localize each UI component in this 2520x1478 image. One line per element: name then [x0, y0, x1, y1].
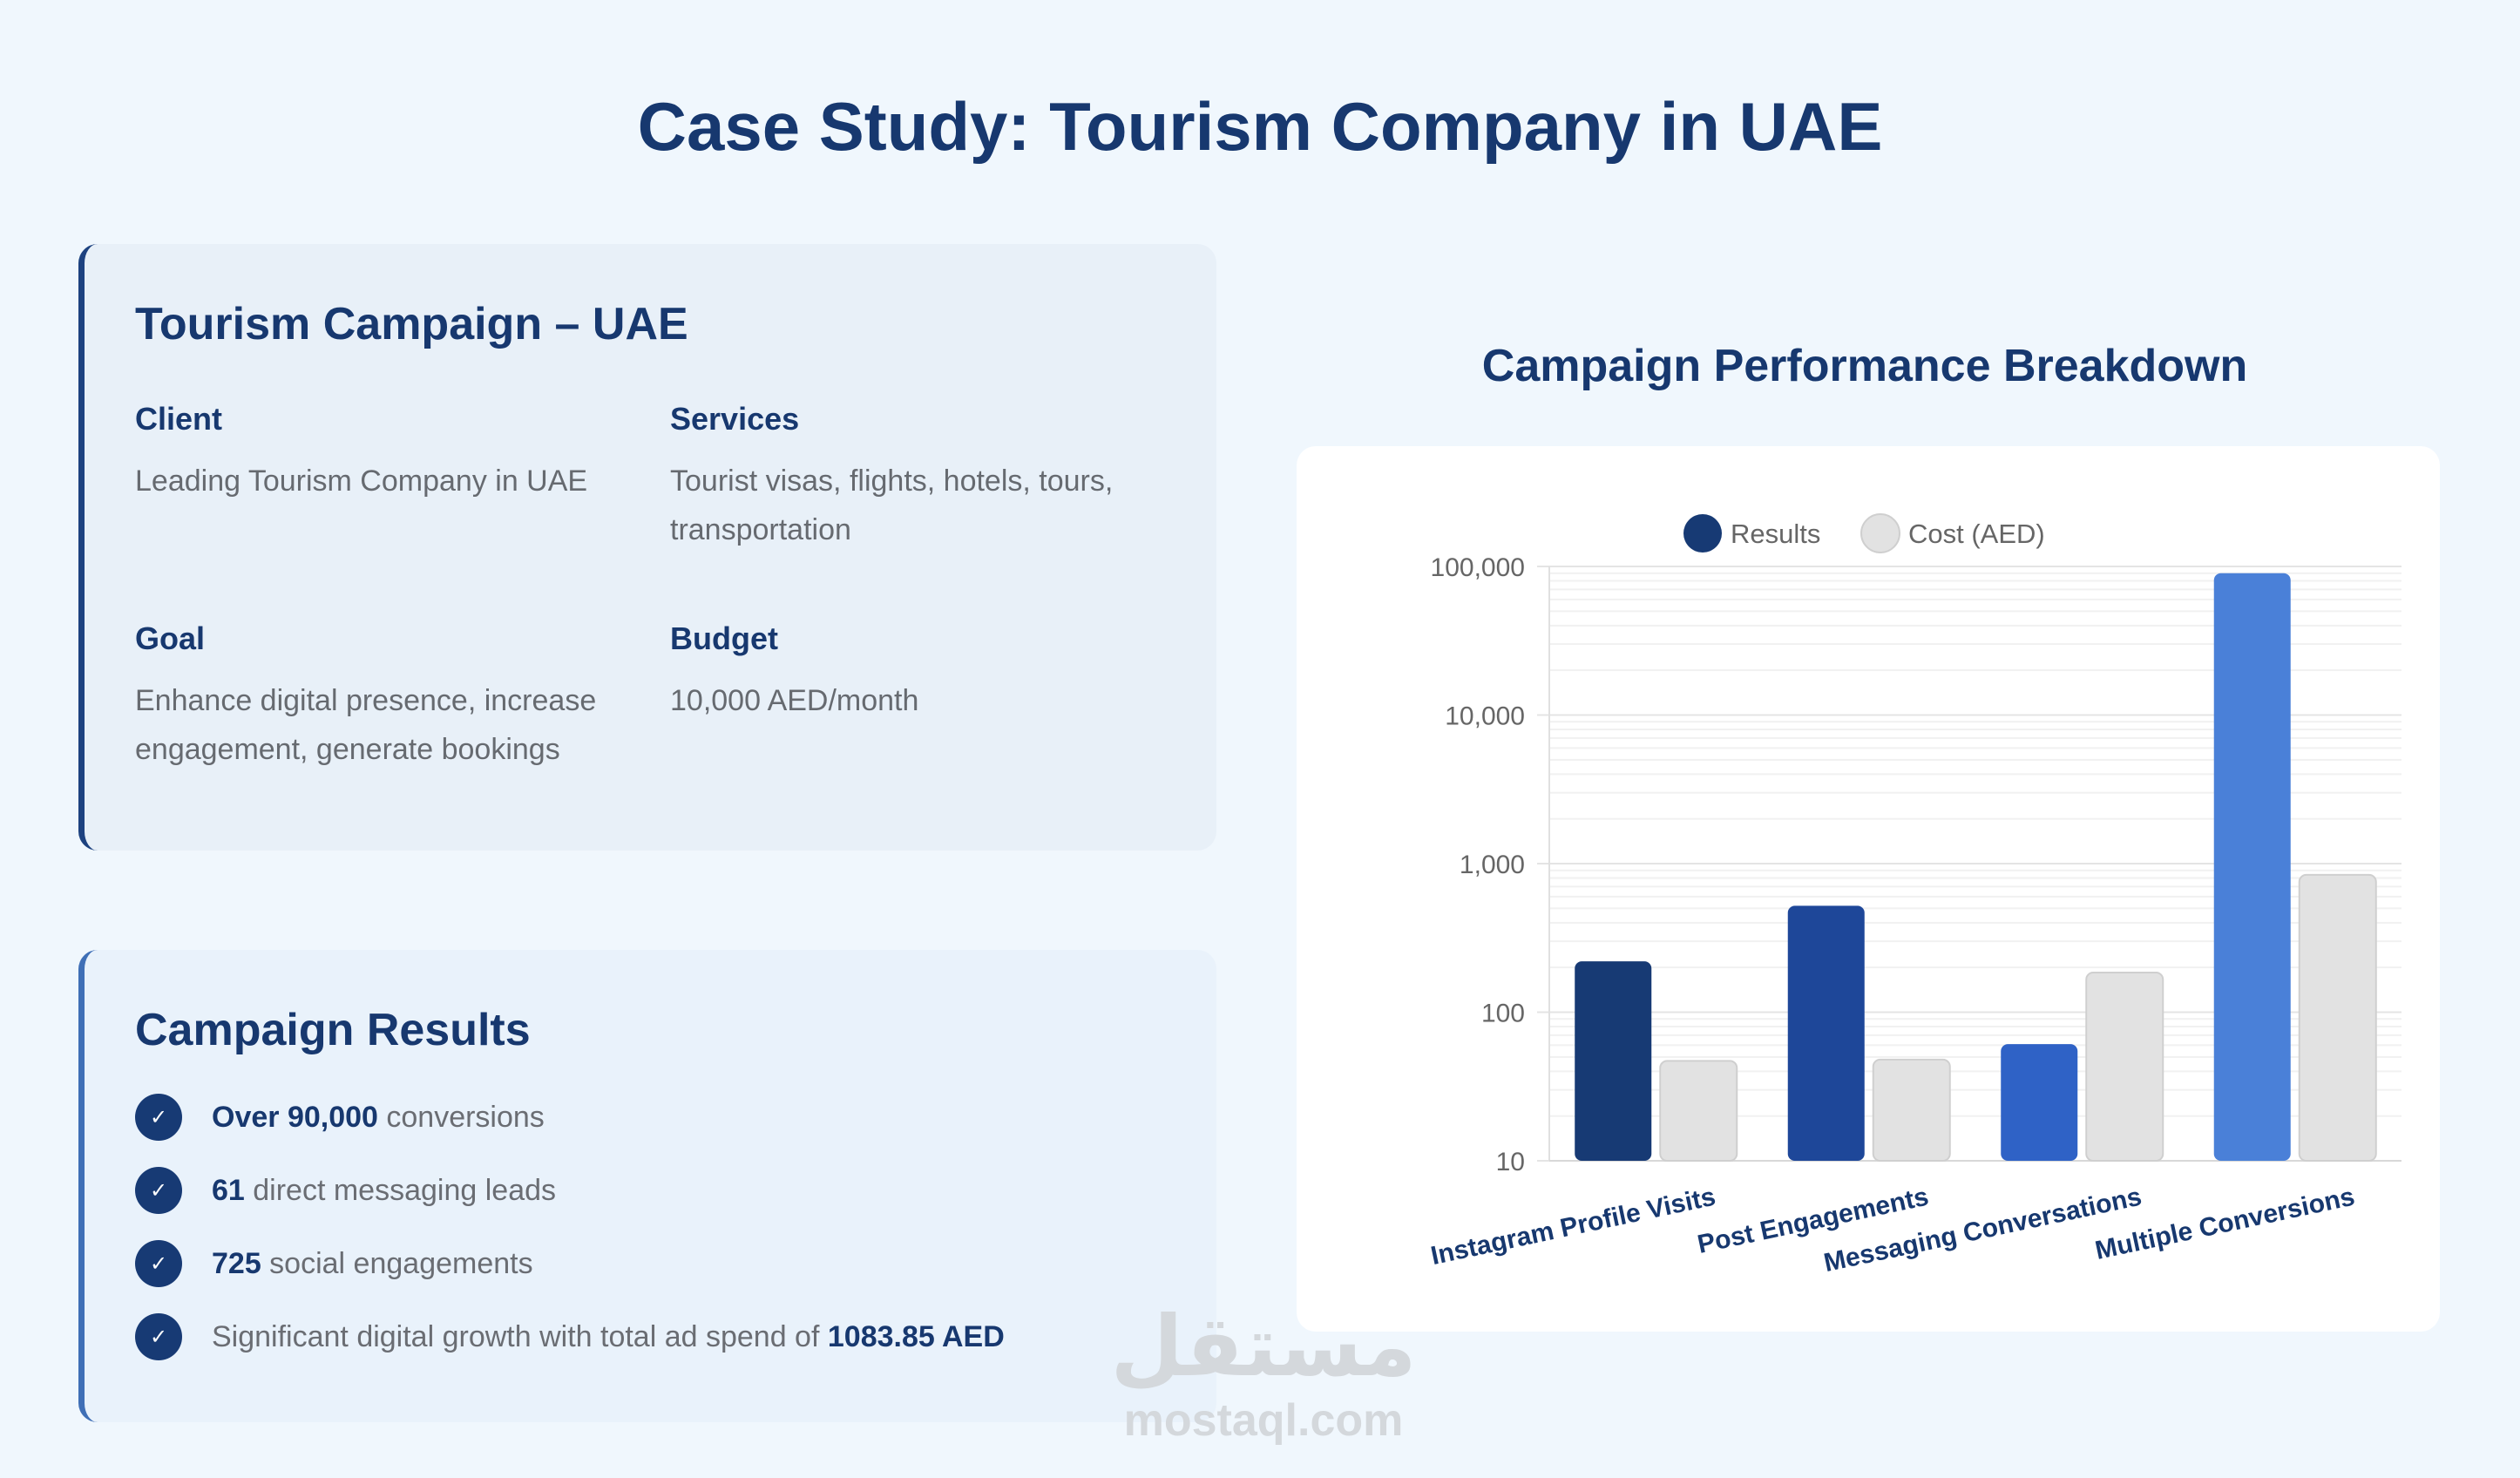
result-rest: direct messaging leads [244, 1173, 557, 1207]
result-text: Over 90,000 conversions [212, 1101, 545, 1135]
goal-value: Enhance digital presence, increase engag… [135, 684, 597, 766]
results-card-title: Campaign Results [135, 1005, 531, 1055]
performance-bar-chart: 10 100 1,000 10,000 100,000 Instagram Profile… [1428, 513, 2401, 1278]
legend-swatch [1860, 513, 1900, 553]
project-card-title: Tourism Campaign – UAE [135, 299, 688, 349]
campaign-results-card: Campaign Results ✓ Over 90,000 conversio… [78, 950, 1216, 1422]
y-tick-label: 100,000 [1431, 553, 1525, 582]
result-highlight: 1083.85 AED [827, 1319, 1005, 1353]
check-icon: ✓ [135, 1240, 182, 1287]
budget-info: Budget 10,000 AED/month [670, 620, 1175, 725]
y-tick-label: 100 [1481, 1000, 1525, 1028]
cost-bar [2085, 971, 2164, 1162]
result-rest: social engagements [261, 1246, 533, 1280]
result-prefix: Significant digital growth with total ad… [212, 1319, 828, 1353]
services-label: Services [670, 401, 800, 437]
x-category-label: Instagram Profile Visits [1428, 1183, 1717, 1271]
result-highlight: 61 [212, 1173, 245, 1207]
cost-bar [1659, 1060, 1738, 1162]
results-bar [1787, 905, 1865, 1161]
result-text: 725 social engagements [212, 1247, 533, 1281]
results-list: ✓ Over 90,000 conversions ✓ 61 direct me… [135, 1081, 1005, 1373]
client-label: Client [135, 401, 223, 437]
y-tick-label: 1,000 [1460, 851, 1525, 879]
legend-label: Results [1731, 519, 1820, 549]
goal-info: Goal Enhance digital presence, increase … [135, 620, 640, 774]
client-value: Leading Tourism Company in UAE [135, 464, 588, 498]
watermark-arabic: مستقل [1110, 1298, 1417, 1395]
client-info: Client Leading Tourism Company in UAE [135, 401, 640, 505]
y-tick-label: 10 [1496, 1148, 1525, 1176]
result-item: ✓ Significant digital growth with total … [135, 1300, 1005, 1373]
budget-label: Budget [670, 620, 778, 656]
results-bar [2213, 573, 2291, 1161]
result-highlight: Over 90,000 [212, 1100, 378, 1134]
page-title: Case Study: Tourism Company in UAE [637, 88, 1883, 165]
result-rest: conversions [377, 1100, 545, 1134]
y-tick-label: 10,000 [1445, 702, 1525, 731]
cost-bar [2298, 873, 2377, 1162]
project-overview-card: Tourism Campaign – UAE Client Leading To… [78, 244, 1216, 851]
goal-label: Goal [135, 620, 206, 656]
watermark-latin: mostaql.com [1123, 1395, 1404, 1446]
results-bar [2001, 1044, 2078, 1161]
result-highlight: 725 [212, 1246, 261, 1280]
result-text: Significant digital growth with total ad… [212, 1320, 1005, 1354]
result-item: ✓ Over 90,000 conversions [135, 1081, 1005, 1154]
legend-label: Cost (AED) [1908, 519, 2045, 549]
cost-bar [1872, 1058, 1951, 1163]
watermark-logo: مستقل mostaql.com [1107, 1298, 1420, 1447]
check-icon: ✓ [135, 1167, 182, 1214]
check-icon: ✓ [135, 1094, 182, 1141]
services-value: Tourist visas, flights, hotels, tours, t… [670, 464, 1114, 546]
legend-swatch [1683, 514, 1722, 553]
budget-value: 10,000 AED/month [670, 684, 919, 717]
chart-title: Campaign Performance Breakdown [1481, 341, 2248, 391]
result-item: ✓ 61 direct messaging leads [135, 1154, 1005, 1227]
check-icon: ✓ [135, 1313, 182, 1360]
chart-panel: 10 100 1,000 10,000 100,000 Instagram Profile… [1297, 446, 2440, 1332]
result-item: ✓ 725 social engagements [135, 1227, 1005, 1300]
services-info: Services Tourist visas, flights, hotels,… [670, 401, 1175, 554]
results-bar [1575, 961, 1652, 1161]
result-text: 61 direct messaging leads [212, 1174, 556, 1208]
